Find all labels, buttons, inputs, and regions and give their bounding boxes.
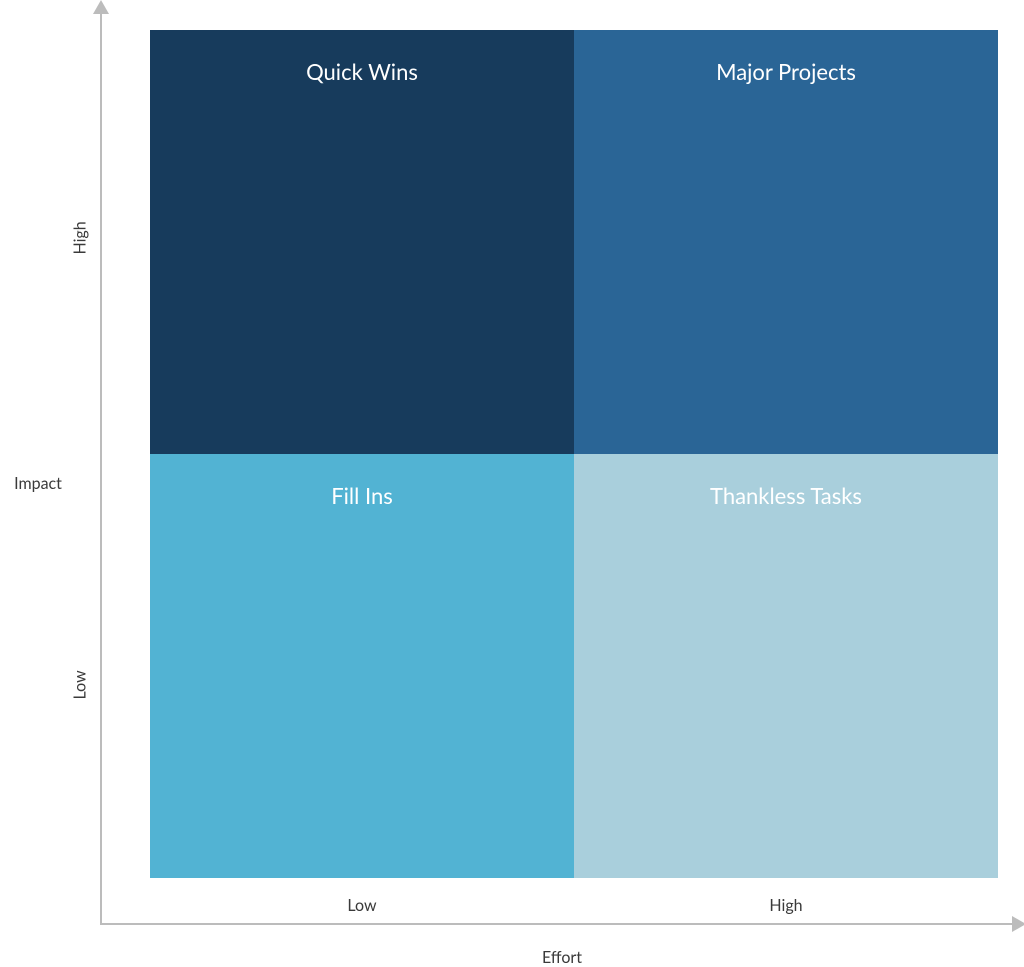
x-axis-tick-low: Low	[150, 896, 574, 915]
quadrant-top-left-label: Quick Wins	[150, 58, 574, 85]
y-axis-tick-high: High	[71, 235, 90, 255]
impact-effort-matrix: Impact High Low Quick Wins Major Project…	[0, 0, 1024, 967]
x-axis-title: Effort	[100, 948, 1024, 967]
quadrant-bottom-right: Thankless Tasks	[574, 454, 998, 878]
x-axis-line	[100, 923, 1018, 925]
quadrant-bottom-left: Fill Ins	[150, 454, 574, 878]
quadrant-top-right: Major Projects	[574, 30, 998, 454]
y-axis-title: Impact	[8, 0, 68, 967]
quadrant-grid: Quick Wins Major Projects Fill Ins Thank…	[150, 30, 998, 878]
x-axis-arrow-icon	[1012, 916, 1024, 932]
quadrant-bottom-left-label: Fill Ins	[150, 482, 574, 509]
y-axis-arrow-icon	[93, 0, 109, 14]
quadrant-top-left: Quick Wins	[150, 30, 574, 454]
y-axis-line	[100, 5, 102, 925]
x-axis-tick-high: High	[574, 896, 998, 915]
quadrant-bottom-right-label: Thankless Tasks	[574, 482, 998, 509]
quadrant-top-right-label: Major Projects	[574, 58, 998, 85]
y-axis-tick-low: Low	[71, 680, 90, 700]
